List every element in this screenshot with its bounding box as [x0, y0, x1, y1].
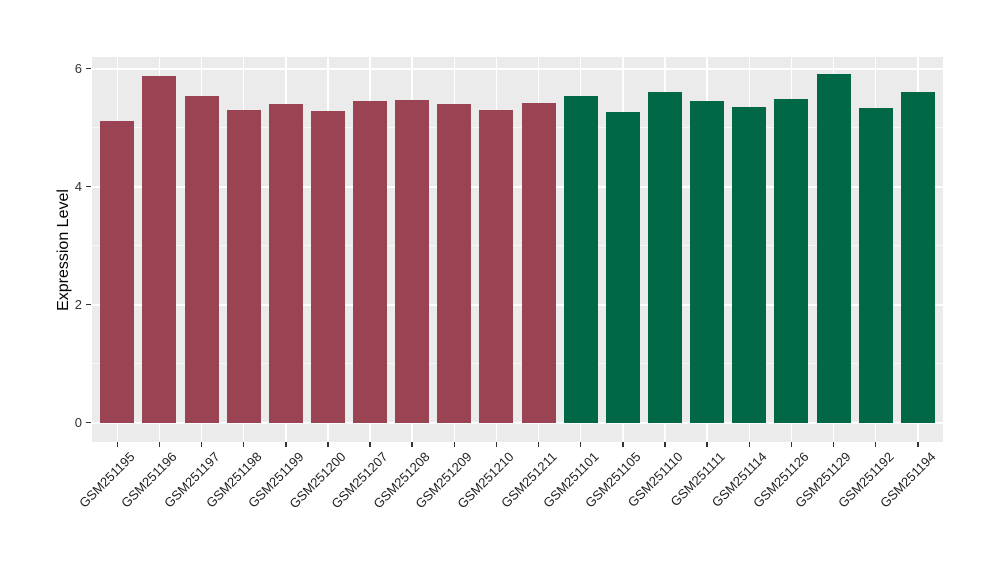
- x-tick-mark: [327, 442, 329, 447]
- x-tick-mark: [748, 442, 750, 447]
- x-tick-mark: [832, 442, 835, 447]
- gridline-h-major: [92, 67, 943, 70]
- x-tick-mark: [200, 442, 203, 447]
- bar-GSM251200: [310, 110, 345, 423]
- x-tick-mark: [706, 442, 708, 447]
- bar-GSM251111: [690, 101, 725, 423]
- x-tick-mark: [411, 442, 413, 447]
- gridline-h-major: [92, 185, 943, 188]
- x-tick-mark: [790, 442, 793, 447]
- gridline-h-minor: [92, 363, 943, 365]
- x-tick-mark: [917, 442, 919, 447]
- y-tick-label: 6: [74, 60, 82, 76]
- x-tick-mark: [579, 442, 582, 447]
- bar-GSM251101: [563, 96, 598, 423]
- bar-GSM251207: [353, 101, 388, 423]
- x-tick-mark: [369, 442, 371, 447]
- plot-panel: [92, 57, 943, 442]
- x-tick-mark: [874, 442, 877, 447]
- y-tick-label: 4: [74, 178, 82, 194]
- bar-GSM251126: [774, 99, 809, 423]
- y-tick-label: 0: [74, 414, 82, 430]
- bar-GSM251129: [816, 74, 851, 423]
- x-tick-mark: [622, 442, 624, 447]
- bar-GSM251210: [479, 110, 514, 423]
- bar-GSM251199: [268, 103, 303, 423]
- y-axis-title: Expression Level: [55, 189, 72, 311]
- x-tick-mark: [285, 442, 287, 447]
- y-tick-mark: [86, 185, 91, 188]
- y-tick-mark: [86, 421, 91, 424]
- y-tick-mark: [86, 67, 91, 70]
- bar-GSM251194: [900, 91, 935, 423]
- gridline-h-minor: [92, 245, 943, 247]
- bar-GSM251209: [437, 103, 472, 423]
- bar-GSM251105: [605, 112, 640, 423]
- x-tick-mark: [453, 442, 456, 447]
- bar-GSM251198: [226, 110, 261, 423]
- gridline-h-major: [92, 303, 943, 306]
- bar-GSM251114: [732, 107, 767, 423]
- bar-GSM251197: [184, 96, 219, 423]
- x-tick-mark: [158, 442, 161, 447]
- bar-GSM251192: [858, 108, 893, 423]
- gridline-h-major: [92, 421, 943, 424]
- bar-GSM251110: [647, 91, 682, 423]
- bar-GSM251211: [521, 102, 556, 423]
- y-tick-label: 2: [74, 296, 82, 312]
- bar-GSM251195: [100, 120, 135, 423]
- gridline-h-minor: [92, 127, 943, 129]
- y-tick-mark: [86, 303, 91, 306]
- bar-GSM251196: [142, 75, 177, 423]
- x-tick-mark: [495, 442, 498, 447]
- x-tick-mark: [537, 442, 540, 447]
- bar-GSM251208: [395, 99, 430, 423]
- x-tick-mark: [242, 442, 245, 447]
- x-tick-mark: [664, 442, 666, 447]
- x-tick-mark: [116, 442, 119, 447]
